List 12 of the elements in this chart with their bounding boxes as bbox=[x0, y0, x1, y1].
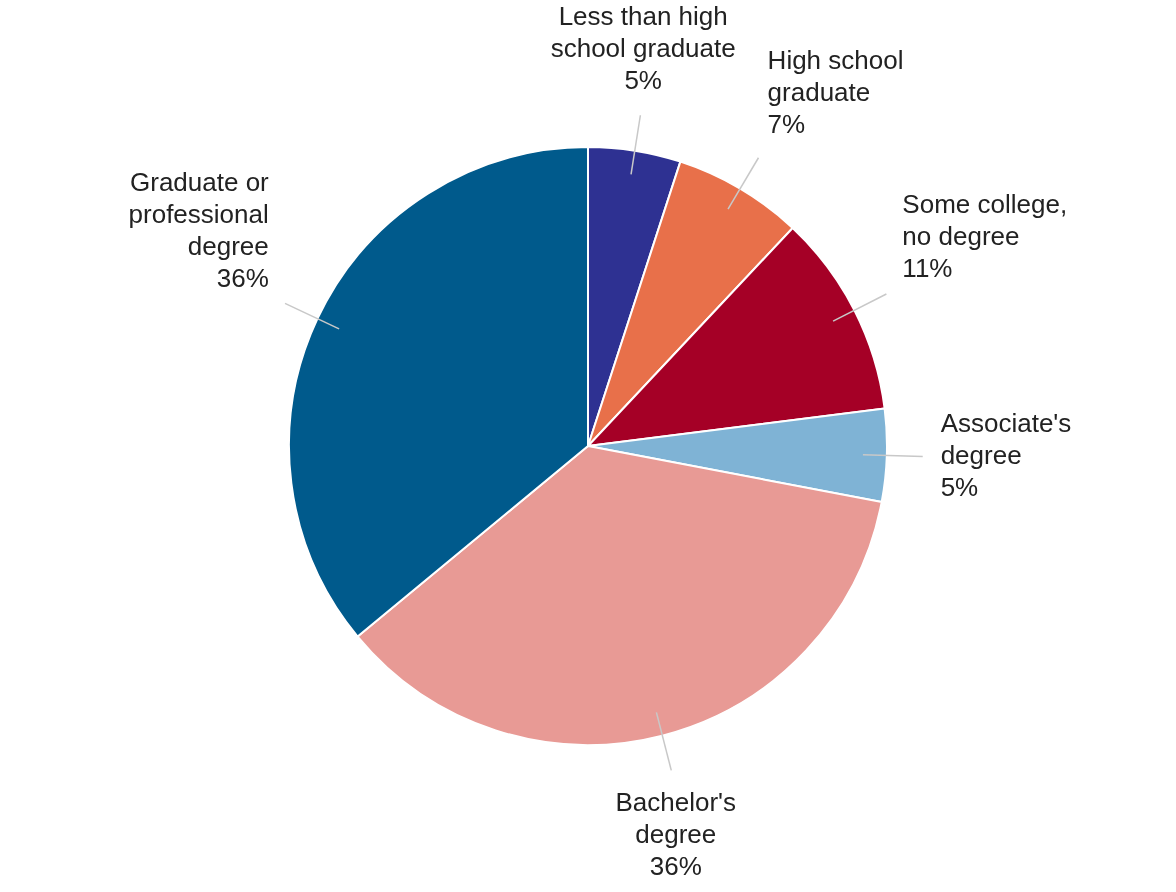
data-label: 7% bbox=[767, 109, 806, 140]
data-label: 36% bbox=[649, 850, 702, 881]
data-label: 11% bbox=[902, 252, 953, 283]
data-label: 36% bbox=[216, 262, 269, 293]
data-label: 5% bbox=[940, 472, 979, 503]
slice-label: High school graduate bbox=[767, 45, 904, 108]
slice-label: Associate's degree bbox=[940, 408, 1072, 471]
slice-label: Some college, no degree bbox=[902, 188, 1068, 251]
slice-label: Bachelor's degree bbox=[615, 786, 737, 849]
data-label: 5% bbox=[624, 64, 662, 95]
slice-label: Graduate or professional degree bbox=[128, 166, 270, 261]
slice-label: Less than high school graduate bbox=[550, 0, 736, 63]
